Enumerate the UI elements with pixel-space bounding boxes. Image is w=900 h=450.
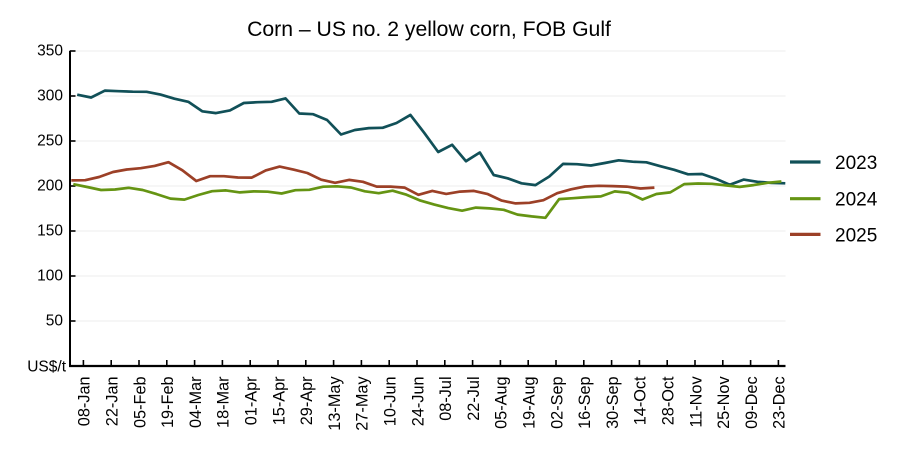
- svg-text:50: 50: [46, 313, 64, 330]
- svg-text:15-Apr: 15-Apr: [270, 376, 288, 425]
- svg-text:30-Sep: 30-Sep: [604, 376, 622, 429]
- svg-text:04-Mar: 04-Mar: [187, 376, 205, 428]
- svg-text:100: 100: [37, 268, 63, 285]
- svg-text:300: 300: [37, 88, 63, 105]
- svg-text:16-Sep: 16-Sep: [576, 376, 594, 429]
- svg-text:02-Sep: 02-Sep: [548, 376, 566, 429]
- svg-text:US$/t: US$/t: [27, 359, 66, 376]
- svg-text:2025: 2025: [835, 225, 877, 246]
- svg-text:19-Aug: 19-Aug: [521, 376, 539, 429]
- svg-text:Corn – US no. 2 yellow corn, F: Corn – US no. 2 yellow corn, FOB Gulf: [247, 18, 611, 41]
- svg-text:19-Feb: 19-Feb: [159, 376, 177, 428]
- svg-text:24-Jun: 24-Jun: [409, 376, 427, 426]
- svg-text:14-Oct: 14-Oct: [632, 376, 650, 425]
- svg-text:25-Nov: 25-Nov: [715, 376, 733, 429]
- svg-text:200: 200: [37, 178, 63, 195]
- svg-text:23-Dec: 23-Dec: [771, 376, 789, 429]
- svg-text:250: 250: [37, 133, 63, 150]
- svg-text:18-Mar: 18-Mar: [215, 376, 233, 428]
- svg-text:2023: 2023: [835, 153, 877, 174]
- svg-text:29-Apr: 29-Apr: [298, 376, 316, 425]
- svg-text:08-Jul: 08-Jul: [437, 376, 455, 420]
- svg-text:28-Oct: 28-Oct: [660, 376, 678, 425]
- svg-text:10-Jun: 10-Jun: [382, 376, 400, 426]
- svg-text:05-Feb: 05-Feb: [131, 376, 149, 428]
- svg-text:11-Nov: 11-Nov: [687, 376, 705, 428]
- svg-text:05-Aug: 05-Aug: [493, 376, 511, 429]
- svg-text:13-May: 13-May: [326, 376, 344, 431]
- svg-text:09-Dec: 09-Dec: [743, 376, 761, 429]
- svg-text:27-May: 27-May: [354, 376, 372, 431]
- svg-text:22-Jul: 22-Jul: [465, 376, 483, 420]
- svg-text:350: 350: [37, 43, 63, 60]
- svg-text:08-Jan: 08-Jan: [76, 376, 94, 426]
- svg-text:2024: 2024: [835, 190, 878, 211]
- svg-text:01-Apr: 01-Apr: [243, 376, 261, 425]
- svg-text:150: 150: [37, 223, 63, 240]
- svg-text:22-Jan: 22-Jan: [104, 376, 122, 426]
